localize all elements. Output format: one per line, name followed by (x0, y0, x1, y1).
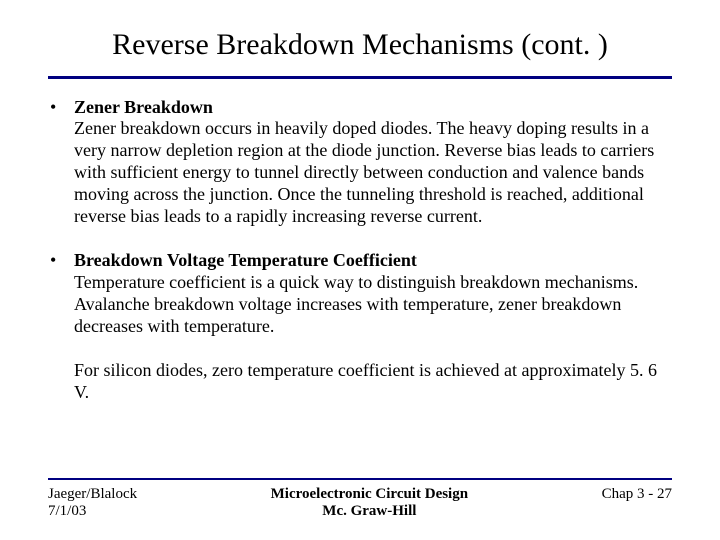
bottom-rule (48, 478, 672, 481)
content-area: • Zener Breakdown Zener breakdown occurs… (48, 97, 672, 404)
bullet-heading: Breakdown Voltage Temperature Coefficien… (74, 250, 417, 270)
footer: Jaeger/Blalock 7/1/03 Microelectronic Ci… (48, 464, 672, 521)
bullet-item: • Breakdown Voltage Temperature Coeffici… (48, 250, 672, 338)
footer-publisher: Mc. Graw-Hill (322, 503, 416, 519)
footer-date: 7/1/03 (48, 503, 86, 519)
footer-left: Jaeger/Blalock 7/1/03 (48, 486, 137, 520)
bullet-marker: • (48, 97, 74, 229)
bullet-body: Zener Breakdown Zener breakdown occurs i… (74, 97, 672, 229)
slide-title: Reverse Breakdown Mechanisms (cont. ) (48, 28, 672, 62)
footer-book-title: Microelectronic Circuit Design (271, 486, 468, 502)
bullet-heading: Zener Breakdown (74, 97, 213, 117)
top-rule (48, 76, 672, 79)
footer-page: Chap 3 - 27 (602, 486, 672, 502)
extra-paragraph: For silicon diodes, zero temperature coe… (74, 360, 672, 404)
bullet-item: • Zener Breakdown Zener breakdown occurs… (48, 97, 672, 229)
bullet-body: Breakdown Voltage Temperature Coefficien… (74, 250, 672, 338)
footer-author: Jaeger/Blalock (48, 486, 137, 502)
bullet-marker: • (48, 250, 74, 338)
footer-right: Chap 3 - 27 (602, 486, 672, 503)
footer-center: Microelectronic Circuit Design Mc. Graw-… (271, 486, 468, 520)
bullet-text: Temperature coefficient is a quick way t… (74, 272, 638, 336)
bullet-text: Zener breakdown occurs in heavily doped … (74, 118, 654, 226)
